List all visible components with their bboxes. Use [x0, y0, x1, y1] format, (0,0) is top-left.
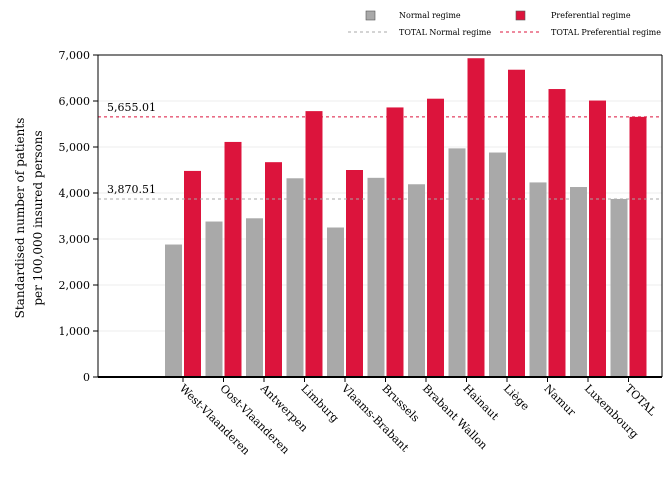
bar-normal-9 — [529, 182, 547, 377]
bar-normal-0 — [165, 244, 182, 377]
axes — [97, 54, 663, 378]
legend-label-normal: Normal regime — [399, 11, 461, 20]
bar-preferential-11 — [629, 116, 647, 377]
legend-label-total-normal: TOTAL Normal regime — [399, 28, 491, 37]
bar-normal-2 — [246, 218, 263, 377]
bar-preferential-6 — [427, 98, 444, 377]
bar-normal-5 — [367, 177, 385, 377]
bar-preferential-0 — [184, 170, 201, 377]
bar-preferential-1 — [224, 141, 242, 377]
legend-label-total-preferential: TOTAL Preferential regime — [551, 28, 661, 37]
x-tick-label: Hainaut — [460, 382, 501, 423]
x-tick-label: Oost-Vlaanderen — [217, 382, 292, 457]
x-tick-label: West-Vlaanderen — [177, 382, 253, 458]
x-tick-label: Liège — [501, 382, 532, 413]
y-ticks: 0 1,000 2,000 3,000 4,000 5,000 6,000 7,000 — [59, 49, 98, 384]
bar-normal-11 — [610, 198, 628, 377]
reference-line-label-0: 3,870.51 — [107, 183, 156, 196]
bar-normal-4 — [327, 227, 344, 377]
bar-normal-10 — [570, 187, 587, 377]
x-tick-label: Vlaams-Brabant — [338, 381, 412, 455]
bars — [165, 58, 647, 378]
y-tick-label: 7,000 — [59, 49, 91, 62]
legend-swatch-preferential — [515, 10, 526, 21]
legend-label-preferential: Preferential regime — [551, 11, 631, 20]
legend-swatch-normal — [365, 10, 376, 21]
bar-preferential-3 — [305, 111, 323, 378]
y-axis-title-line-1: Standardised number of patients — [13, 118, 27, 319]
bar-preferential-4 — [346, 170, 363, 377]
bar-preferential-2 — [265, 162, 282, 377]
x-tick-label: Namur — [541, 382, 578, 419]
bar-normal-3 — [286, 178, 304, 377]
y-axis-title-line-2: per 100,000 insured persons — [31, 130, 45, 305]
bar-preferential-8 — [508, 69, 525, 377]
y-tick-label: 5,000 — [59, 141, 91, 154]
bar-normal-8 — [489, 152, 506, 377]
bar-normal-1 — [205, 221, 223, 377]
y-tick-label: 1,000 — [59, 325, 91, 338]
reference-line-label-1: 5,655.01 — [107, 101, 156, 114]
bar-preferential-10 — [589, 100, 606, 377]
x-ticks: West-VlaanderenOost-VlaanderenAntwerpenL… — [177, 377, 659, 458]
reference-lines: 3,870.51 5,655.01 — [98, 101, 662, 200]
y-tick-label: 4,000 — [59, 187, 91, 200]
bar-normal-6 — [408, 184, 425, 377]
y-tick-label: 6,000 — [59, 95, 91, 108]
y-tick-label: 3,000 — [59, 233, 91, 246]
x-tick-label: TOTAL — [622, 382, 659, 419]
bar-preferential-9 — [548, 89, 566, 377]
legend: Normal regime Preferential regime TOTAL … — [348, 10, 661, 37]
y-tick-label: 2,000 — [59, 279, 91, 292]
y-tick-label: 0 — [83, 371, 90, 384]
bar-preferential-5 — [386, 107, 404, 377]
bar-preferential-7 — [467, 58, 485, 377]
bar-normal-7 — [448, 148, 466, 377]
